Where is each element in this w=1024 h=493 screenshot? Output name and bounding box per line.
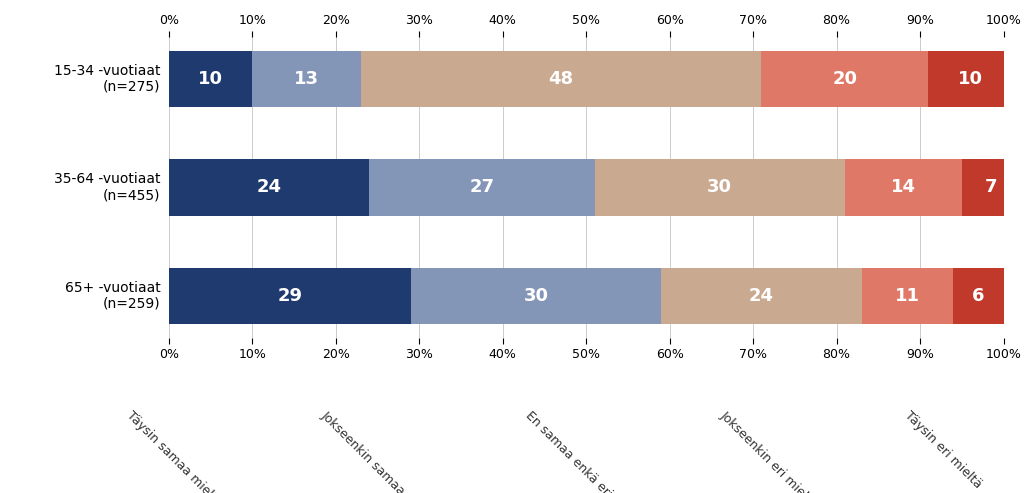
Text: %: % [128, 388, 138, 398]
Bar [169, 51, 252, 107]
Text: 30: 30 [708, 178, 732, 196]
Text: Täysin eri mieltä: Täysin eri mieltä [902, 409, 984, 492]
Text: %: % [323, 388, 333, 398]
Text: Jokseenkin samaa: Jokseenkin samaa [318, 409, 408, 493]
Text: 30: 30 [523, 287, 549, 305]
Text: %: % [906, 388, 916, 398]
Text: 11: 11 [895, 287, 920, 305]
Bar [252, 51, 360, 107]
Bar [370, 159, 595, 215]
Bar [762, 51, 929, 107]
Text: 20: 20 [833, 70, 857, 88]
Text: Jokseenkin eri mieltä: Jokseenkin eri mieltä [718, 409, 819, 493]
Bar [169, 268, 411, 324]
Text: 7: 7 [985, 178, 997, 196]
Bar [962, 159, 1020, 215]
Text: 10: 10 [199, 70, 223, 88]
Text: 10: 10 [957, 70, 983, 88]
Bar [929, 51, 1012, 107]
Text: %: % [722, 388, 732, 398]
Text: 24: 24 [749, 287, 774, 305]
Bar [595, 159, 845, 215]
Bar [411, 268, 662, 324]
Bar [360, 51, 762, 107]
Bar [169, 159, 370, 215]
Text: 29: 29 [278, 287, 302, 305]
Text: 13: 13 [294, 70, 319, 88]
Text: En samaa enkä eri mieltä: En samaa enkä eri mieltä [523, 409, 645, 493]
Text: 24: 24 [257, 178, 282, 196]
Text: 27: 27 [469, 178, 495, 196]
Bar [845, 159, 962, 215]
Bar [662, 268, 861, 324]
Text: Täysin samaa mieltä: Täysin samaa mieltä [124, 409, 224, 493]
Text: %: % [527, 388, 538, 398]
Text: 6: 6 [972, 287, 985, 305]
Text: 14: 14 [891, 178, 915, 196]
Bar [953, 268, 1004, 324]
Bar [861, 268, 953, 324]
Text: 48: 48 [549, 70, 573, 88]
